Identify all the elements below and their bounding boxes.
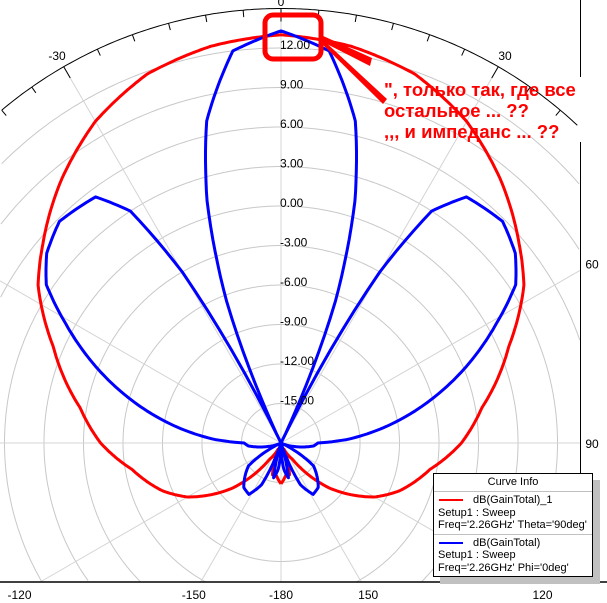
angular-tick-label: -150 (182, 588, 206, 602)
legend-setup: Setup1 : Sweep (438, 506, 516, 519)
annotation-text: ", только так, где все остальное ... ?? … (384, 79, 576, 142)
angular-tick-label: -120 (7, 588, 31, 602)
legend-params: Freq='2.26GHz' Phi='0deg' (438, 561, 569, 574)
grid-ring (122, 284, 440, 583)
angle-tick (391, 23, 394, 31)
angular-tick-label: -180 (269, 588, 293, 602)
radial-tick-label: 3.00 (280, 157, 304, 171)
legend-swatch-red (439, 499, 463, 502)
radial-tick-label: 12.00 (280, 38, 310, 52)
angle-tick (205, 15, 208, 23)
angle-tick (63, 66, 71, 79)
grid-spoke (63, 66, 282, 444)
grid-spoke (39, 442, 282, 583)
outer-circle (1, 8, 578, 126)
angular-tick-label: 90 (585, 437, 599, 451)
angle-tick (426, 34, 431, 42)
angular-tick-label: -30 (48, 49, 66, 63)
legend-series-name: dB(GainTotal)_1 (473, 494, 553, 506)
radial-tick-label: -15.00 (280, 394, 314, 408)
angle-tick (555, 109, 561, 116)
annotation-line: ", только так, где все (384, 79, 576, 100)
angle-tick (1, 109, 7, 116)
grid-spoke (280, 66, 499, 444)
angular-tick-label: 30 (498, 49, 512, 63)
angle-tick (491, 66, 499, 79)
angle-tick (242, 10, 245, 18)
grid-spoke (0, 280, 282, 444)
grid-spoke (280, 442, 362, 583)
series-gain-theta90 (36, 33, 526, 499)
angular-tick-labels: 0 30 60 90 120 150 -180 -150 -120 -30 (7, 0, 599, 602)
annotation-arrow (320, 38, 387, 104)
angle-tick (168, 23, 171, 31)
grid-spoke (280, 269, 581, 444)
angle-tick (354, 15, 357, 23)
angular-tick-label: 0 (278, 0, 285, 9)
angle-tick (96, 48, 101, 56)
angular-tick-label: 150 (358, 588, 378, 602)
grid-ring (0, 87, 580, 250)
curves (36, 29, 526, 499)
angular-tick-label: 120 (532, 588, 552, 602)
legend-swatch-blue (439, 541, 463, 544)
radial-tick-label: 0.00 (280, 196, 304, 210)
grid-ring (1, 47, 580, 185)
curve-info-legend[interactable]: Curve Info dB(GainTotal)_1 Setup1 : Swee… (433, 473, 593, 577)
legend-params: Freq='2.26GHz' Theta='90deg' (438, 519, 587, 531)
annotation-line: ,,, и импеданс ... ?? (384, 121, 560, 142)
legend-entry-red[interactable]: dB(GainTotal)_1 Setup1 : Sweep Freq='2.2… (434, 492, 592, 534)
radial-tick-labels: 12.00 9.00 6.00 3.00 0.00 -3.00 -6.00 -9.00 -12.… (280, 38, 314, 408)
legend-entry-blue[interactable]: dB(GainTotal) Setup1 : Sweep Freq='2.26G… (434, 533, 592, 577)
radial-tick-label: 6.00 (280, 117, 304, 131)
annotation-marks (262, 12, 387, 104)
radial-tick-label: 9.00 (280, 78, 304, 92)
radial-tick-label: -9.00 (280, 315, 308, 329)
angle-tick (131, 34, 136, 42)
angle-tick (461, 48, 466, 56)
annotation-line: остальное ... ?? (384, 100, 529, 121)
radial-tick-label: -3.00 (280, 236, 308, 250)
legend-setup: Setup1 : Sweep (438, 549, 516, 561)
grid-spoke (200, 442, 282, 583)
legend-title: Curve Info (434, 474, 592, 492)
angle-tick (31, 86, 37, 94)
radial-tick-label: -6.00 (280, 275, 308, 289)
radial-tick-label: -12.00 (280, 354, 314, 368)
series-gain-phi0 (44, 29, 518, 496)
annotation-arrow (321, 35, 372, 66)
angular-tick-label: 60 (585, 257, 599, 271)
angle-tick (525, 86, 531, 94)
legend-series-name: dB(GainTotal) (473, 536, 541, 549)
